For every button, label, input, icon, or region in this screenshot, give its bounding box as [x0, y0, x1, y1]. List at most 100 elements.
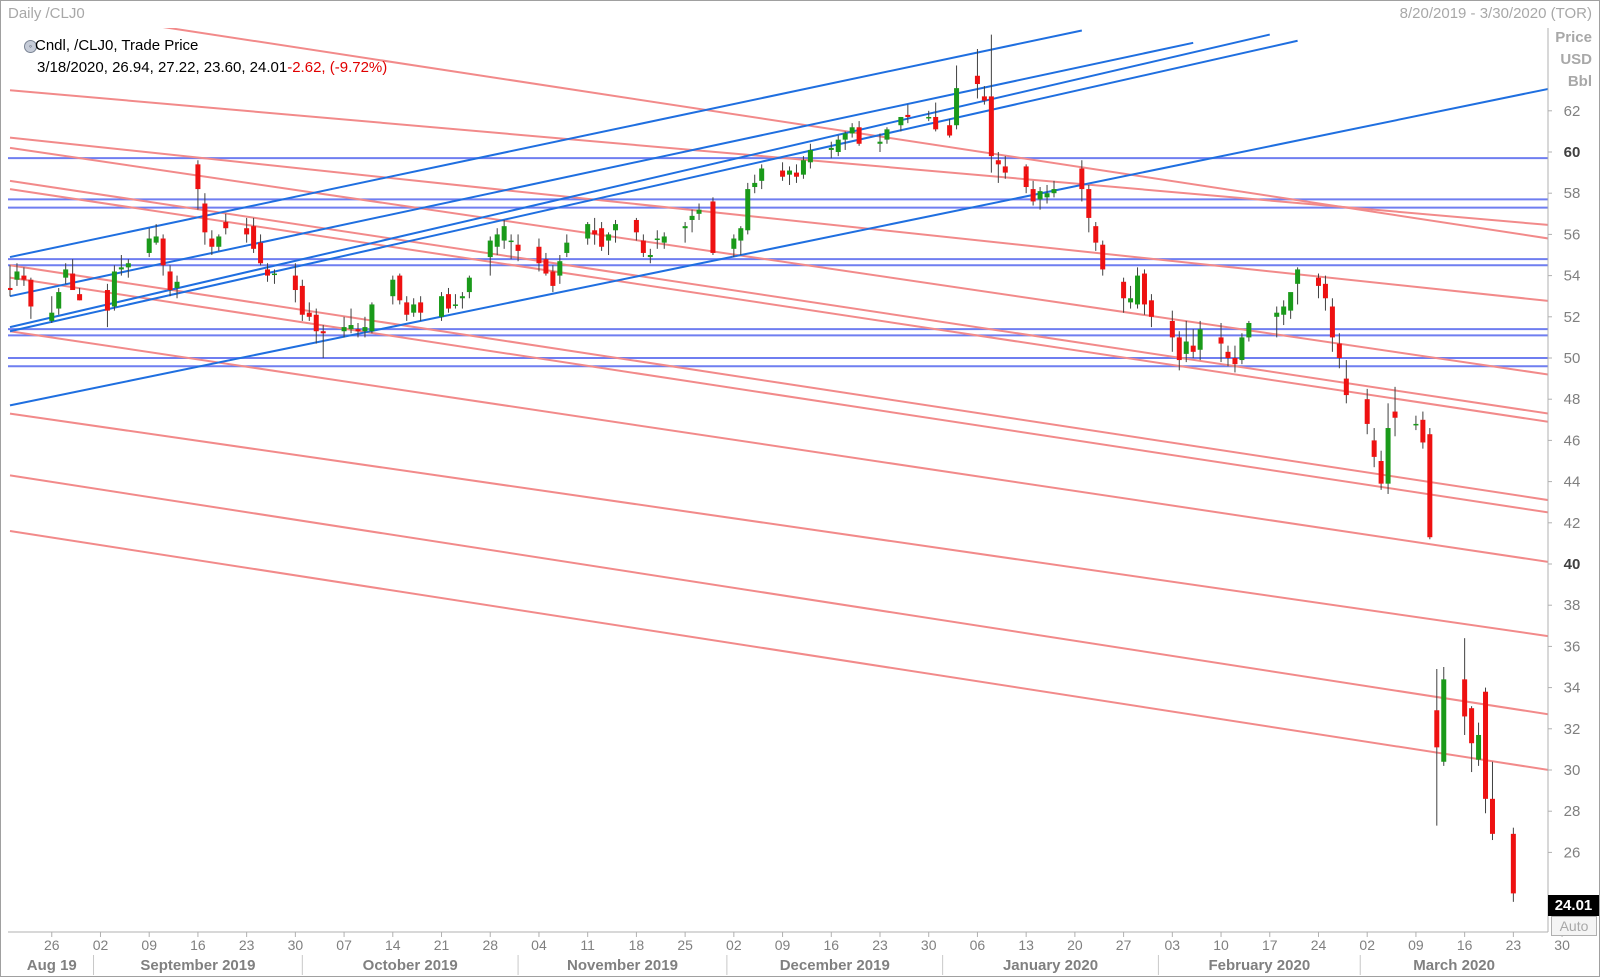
candle-up [49, 312, 55, 321]
price-tick-label: 60 [1564, 144, 1581, 161]
candle-down [223, 222, 229, 229]
candle-up [807, 149, 813, 163]
price-tick-label: 54 [1564, 268, 1581, 285]
chart-header: Daily /CLJ0 8/20/2019 - 3/30/2020 (TOR) [0, 0, 1600, 28]
legend-study-label: Cndl, /CLJ0, Trade Price [35, 37, 199, 54]
candle-up [835, 139, 841, 152]
candle-down [856, 127, 862, 144]
candle-up [125, 263, 131, 268]
candle-down [1462, 679, 1468, 717]
candle-up [362, 327, 368, 332]
candle-up [800, 160, 806, 175]
candle-up [682, 226, 688, 229]
candle-up [606, 234, 612, 241]
candle-up [1288, 292, 1294, 311]
candle-up [111, 271, 117, 307]
candle-up [787, 170, 793, 175]
candle-up [696, 209, 702, 214]
chart-period-symbol[interactable]: Daily /CLJ0 [8, 5, 85, 22]
date-tick-label: 09 [1408, 937, 1424, 953]
uptrend-line [9, 87, 1548, 407]
date-tick-label: 16 [823, 937, 839, 953]
candle-down [1218, 337, 1224, 344]
candle-down [1315, 277, 1321, 286]
candle-down [1343, 378, 1349, 396]
date-tick-label: 09 [141, 937, 157, 953]
month-label: October 2019 [363, 957, 458, 974]
date-tick-label: 24 [1311, 937, 1327, 953]
candle-up [369, 304, 375, 332]
study-settings-icon[interactable]: ◦ [24, 40, 37, 53]
date-tick-label: 02 [1359, 937, 1375, 953]
candle-down [988, 96, 994, 157]
downtrend-line [162, 28, 1548, 240]
candle-up [557, 261, 563, 276]
candle-up [411, 304, 417, 313]
candle-up [56, 292, 62, 309]
candle-down [258, 242, 264, 264]
price-tick-label: 42 [1564, 515, 1581, 532]
downtrend-line [9, 146, 1548, 376]
date-tick-label: 04 [531, 937, 547, 953]
candle-down [543, 259, 549, 274]
axis-header-currency: USD [1560, 51, 1592, 68]
month-label: November 2019 [567, 957, 678, 974]
candle-down [1322, 283, 1328, 299]
last-price-badge: 24.01 [1548, 895, 1599, 916]
candle-down [8, 287, 13, 291]
downtrend-line [9, 474, 1548, 716]
month-label: March 2020 [1413, 957, 1495, 974]
candle-down [1364, 399, 1370, 424]
date-tick-label: 07 [336, 937, 352, 953]
candle-up [738, 228, 744, 241]
downtrend-line [9, 530, 1548, 771]
candle-down [1392, 411, 1398, 418]
candle-down [947, 125, 953, 136]
chart-date-range: 8/20/2019 - 3/30/2020 (TOR) [1399, 5, 1592, 22]
date-tick-label: 16 [1457, 937, 1473, 953]
auto-scale-button[interactable]: Auto [1551, 916, 1597, 936]
candle-down [1100, 244, 1106, 270]
candle-up [216, 236, 222, 247]
date-tick-label: 02 [726, 937, 742, 953]
candle-up [1413, 423, 1419, 426]
candle-up [1128, 298, 1134, 303]
candle-down [1148, 300, 1154, 317]
candle-down [418, 302, 424, 313]
candle-down [445, 294, 451, 309]
date-tick-label: 23 [872, 937, 888, 953]
candle-up [731, 238, 737, 249]
date-tick-label: 16 [190, 937, 206, 953]
price-tick-label: 58 [1564, 185, 1581, 202]
date-tick-label: 25 [677, 937, 693, 953]
candle-down [995, 160, 1001, 165]
legend-ohlc: 3/18/2020, 26.94, 27.22, 23.60, 24.01-2.… [37, 59, 387, 76]
candle-down [1336, 343, 1342, 358]
date-tick-label: 06 [970, 937, 986, 953]
candle-down [77, 294, 83, 301]
candle-up [647, 255, 653, 258]
downtrend-line [9, 412, 1548, 638]
candle-down [1489, 798, 1495, 834]
candle-up [439, 296, 445, 317]
candle-up [466, 277, 472, 293]
candle-down [1141, 273, 1147, 305]
candle-up [759, 168, 765, 181]
candle-down [167, 271, 173, 291]
price-tick-label: 62 [1564, 103, 1581, 120]
downtrend-line [9, 276, 1548, 514]
candle-down [1427, 434, 1433, 538]
candle-up [1385, 428, 1391, 484]
price-tick-label: 48 [1564, 391, 1581, 408]
candle-up [501, 226, 507, 241]
candle-down [292, 275, 298, 291]
candle-up [1239, 337, 1245, 361]
candle-up [564, 242, 570, 253]
candle-up [1246, 322, 1252, 338]
candle-down [974, 75, 980, 85]
candle-up [1476, 734, 1482, 760]
candle-down [251, 226, 257, 249]
price-tick-label: 52 [1564, 309, 1581, 326]
candle-down [265, 269, 271, 276]
